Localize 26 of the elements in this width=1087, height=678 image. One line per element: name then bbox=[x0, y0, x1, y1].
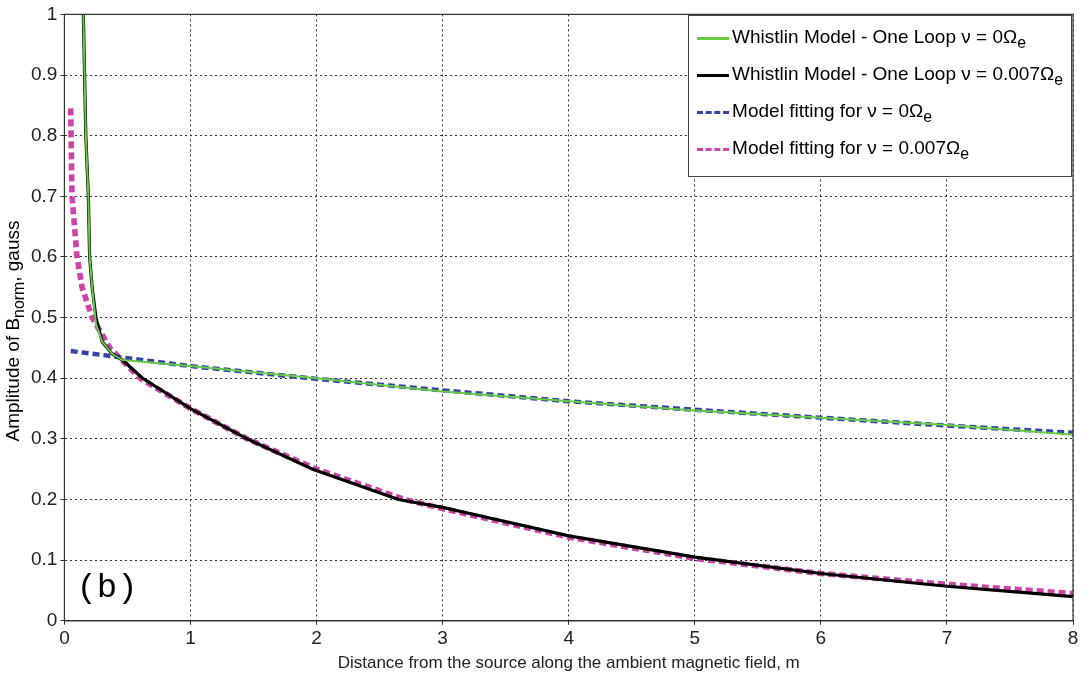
x-tick-label: 3 bbox=[437, 627, 448, 649]
y-tick-label: 0.2 bbox=[30, 487, 58, 509]
y-tick-label: 0.5 bbox=[30, 305, 58, 327]
x-tick-label: 8 bbox=[1067, 627, 1079, 649]
y-tick-label: 0.4 bbox=[30, 366, 58, 388]
y-tick-label: 1 bbox=[46, 2, 58, 24]
x-tick-label: 6 bbox=[815, 627, 827, 649]
line-series bbox=[68, 348, 1073, 436]
y-tick-label: 0.1 bbox=[30, 548, 58, 570]
legend-label: Model fitting for ν = 0Ω$_{e}$ bbox=[732, 99, 933, 126]
x-tick-label: 5 bbox=[689, 627, 701, 649]
y-tick-label: 0 bbox=[46, 609, 58, 631]
y-tick-label: 0.8 bbox=[30, 123, 58, 145]
y-tick-label: 0.7 bbox=[30, 184, 58, 206]
y-tick-label: 0.3 bbox=[30, 427, 58, 449]
annotation: (b) bbox=[76, 568, 138, 607]
legend-label: Whistlin Model - One Loop ν = 0.007Ω$_{e}$ bbox=[732, 62, 1063, 89]
y-tick-label: 0.6 bbox=[30, 245, 58, 267]
x-tick-label: 1 bbox=[185, 627, 196, 649]
x-tick-label: 7 bbox=[941, 627, 953, 649]
x-tick-label: 4 bbox=[563, 627, 575, 649]
legend-label: Model fitting for ν = 0.007Ω$_{e}$ bbox=[732, 136, 969, 163]
x-tick-label: 2 bbox=[311, 627, 322, 649]
x-axis-title: Distance from the source along the ambient magnetic field, m bbox=[337, 653, 800, 673]
legend-label: Whistlin Model - One Loop ν = 0Ω$_{e}$ bbox=[732, 25, 1027, 52]
y-tick-label: 0.9 bbox=[30, 63, 58, 85]
